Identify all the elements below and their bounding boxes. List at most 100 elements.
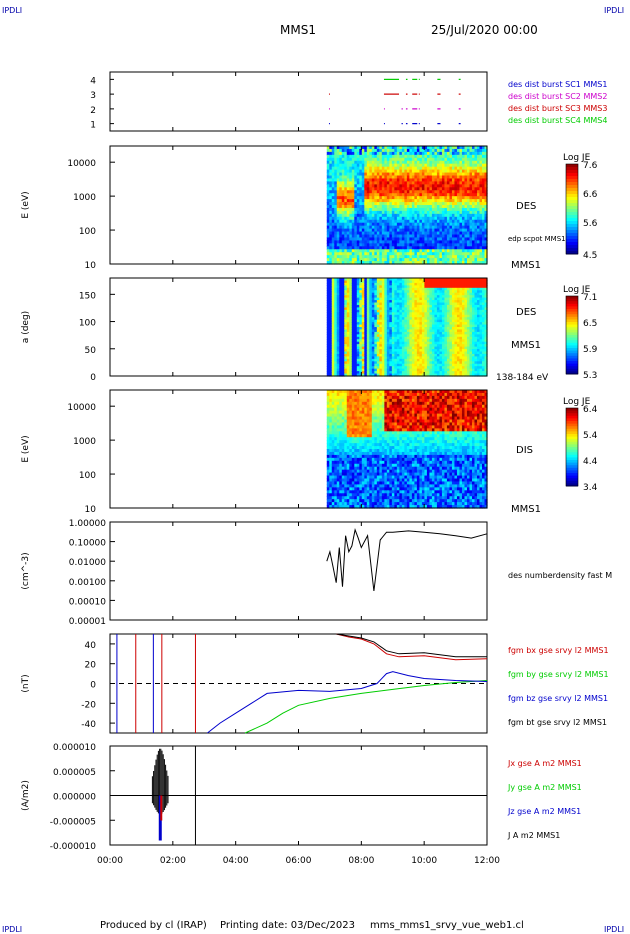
header: IPDLI IPDLI MMS1 25/Jul/2020 00:00: [2, 6, 624, 37]
colorbar-segment: [566, 355, 578, 359]
colorbar-segment: [566, 426, 578, 430]
corner-label-top-right: IPDLI: [604, 6, 624, 15]
colorbar-segment: [566, 170, 578, 174]
y-tick-label: 0.00001: [69, 617, 106, 627]
time-tick-label: 04:00: [223, 856, 249, 866]
colorbar-segment: [566, 348, 578, 352]
colorbar-segment: [566, 452, 578, 456]
colorbar-segment: [566, 251, 578, 255]
colorbar-segment: [566, 200, 578, 204]
colorbar-segment: [566, 322, 578, 326]
colorbar-segment: [566, 434, 578, 438]
colorbar-segment: [566, 358, 578, 362]
y-tick-label: 150: [79, 291, 96, 301]
colorbar-tick-label: 7.1: [583, 293, 597, 303]
colorbar-segment: [566, 408, 578, 412]
colorbar-tick-label: 7.6: [583, 161, 598, 171]
colorbar-segment: [566, 236, 578, 240]
field-series-line-1: [244, 680, 488, 734]
y-tick-label: 1000: [73, 193, 96, 203]
heatmap-panel-2: a (deg) 0 50 100 150 Log JE7.1 6.5 5.9 5.3 DES MMS…: [21, 277, 598, 383]
colorbar-segment: [566, 421, 578, 425]
date-title: 25/Jul/2020 00:00: [431, 23, 538, 37]
colorbar-segment: [566, 345, 578, 349]
colorbar-segment: [566, 478, 578, 482]
colorbar-segment: [566, 182, 578, 186]
y-axis-label: (cm^-3): [21, 552, 31, 589]
legend-entry: Jx gse A m2 MMS1: [507, 759, 582, 768]
colorbar-segment: [566, 306, 578, 310]
colorbar-segment: [566, 185, 578, 189]
colorbar-segment: [566, 173, 578, 177]
legend-entry: Jz gse A m2 MMS1: [507, 807, 581, 816]
colorbar-segment: [566, 436, 578, 440]
y-axis-label: (A/m2): [21, 780, 31, 811]
footer: Produced by cl (IRAP) Printing date: 03/…: [2, 920, 624, 934]
heatmap-panel-3: E (eV) 10 100 1000 10000 Log JE6.4 5.4 4.4 3.4 DI…: [21, 389, 598, 515]
colorbar-segment: [566, 462, 578, 466]
legend-entry: des dist burst SC1 MMS1: [508, 80, 607, 89]
colorbar-segment: [566, 480, 578, 484]
field-series-line-2: [207, 671, 488, 734]
right-label: MMS1: [511, 504, 541, 515]
colorbar-segment: [566, 363, 578, 367]
colorbar-segment: [566, 248, 578, 252]
y-axis-label: E (eV): [21, 435, 31, 462]
time-tick-label: 08:00: [348, 856, 374, 866]
y-tick-label: 1000: [73, 437, 96, 447]
spacecraft-title: MMS1: [280, 23, 316, 37]
magnetic-field-panel: (nT) 40 20 0 -20 -40 fgm bx gse srvy l2 MMS1 fg…: [21, 633, 609, 734]
corner-label-top-left: IPDLI: [2, 6, 22, 15]
y-tick-label: 0.10000: [69, 539, 106, 549]
time-tick-label: 12:00: [474, 856, 500, 866]
y-tick-label: -0.000005: [50, 817, 96, 827]
y-tick-label: -0.000010: [50, 842, 96, 852]
right-label: MMS1: [511, 340, 541, 351]
panel-frame: [109, 521, 488, 621]
colorbar-segment: [566, 410, 578, 414]
colorbar-segment: [566, 475, 578, 479]
y-tick-label: 0.00100: [69, 578, 106, 588]
y-tick-label: 0.000000: [53, 793, 96, 803]
legend-entry: des dist burst SC4 MMS4: [508, 116, 607, 125]
colorbar-segment: [566, 221, 578, 225]
colorbar-segment: [566, 449, 578, 453]
right-label: DES: [516, 201, 536, 212]
colorbar-segment: [566, 296, 578, 300]
y-tick-label: 0.01000: [69, 558, 106, 568]
colorbar-segment: [566, 188, 578, 192]
colorbar-segment: [566, 316, 578, 320]
colorbar-segment: [566, 340, 578, 344]
y-tick-label: 100: [79, 227, 96, 237]
y-tick-label: 0.00010: [69, 597, 106, 607]
colorbar-segment: [566, 179, 578, 183]
colorbar-segment: [566, 371, 578, 375]
colorbar-segment: [566, 324, 578, 328]
y-tick-label: 100: [79, 319, 96, 329]
colorbar-segment: [566, 311, 578, 315]
y-tick-label: 10000: [67, 159, 96, 169]
corner-label-bottom-right: IPDLI: [604, 925, 624, 934]
y-tick-label: 20: [85, 661, 97, 671]
heatmap-cells: [326, 390, 488, 509]
colorbar-segment: [566, 457, 578, 461]
colorbar-tick-label: 6.5: [583, 319, 597, 329]
burst-panel: 1 2 3 4 des dist burst SC1 MMS1 des dist burs…: [90, 71, 607, 132]
legend-entry: fgm by gse srvy l2 MMS1: [508, 670, 609, 679]
right-label: DES: [516, 307, 536, 318]
colorbar-segment: [566, 227, 578, 231]
y-axis-label: a (deg): [21, 311, 31, 343]
colorbar-segment: [566, 191, 578, 195]
colorbar-segment: [566, 470, 578, 474]
right-label: 138-184 eV: [496, 373, 549, 383]
field-series-line-0: [336, 633, 488, 661]
colorbar-segment: [566, 439, 578, 443]
colorbar-segment: [566, 413, 578, 417]
colorbar-tick-label: 5.3: [583, 371, 597, 381]
colorbar-tick-label: 6.4: [583, 405, 598, 415]
y-tick-label: 10: [85, 261, 97, 271]
colorbar-segment: [566, 303, 578, 307]
colorbar-tick-label: 4.5: [583, 251, 597, 261]
colorbar-segment: [566, 483, 578, 487]
time-tick-label: 02:00: [160, 856, 186, 866]
